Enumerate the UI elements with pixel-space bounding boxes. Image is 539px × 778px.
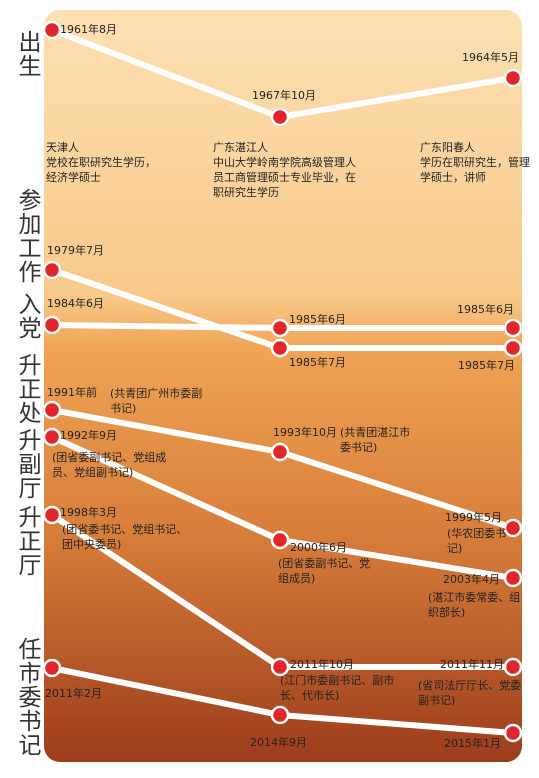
milestone-date: 1985年7月 <box>289 356 346 369</box>
milestone-date: 2000年6月 <box>290 541 347 554</box>
milestone-date: 2011年10月 <box>290 658 354 671</box>
milestone-date: 2011年2月 <box>45 687 102 700</box>
milestone-dot <box>503 68 523 88</box>
milestone-date: 1992年9月 <box>60 429 117 442</box>
milestone-dot <box>503 518 523 538</box>
person-bio: 广东阳春人 学历在职研究生，管理学硕士，讲师 <box>420 141 530 184</box>
milestone-date: 1991年前 <box>47 386 97 399</box>
milestone-date: 2011年11月 <box>440 658 504 671</box>
milestone-dot <box>42 505 62 525</box>
stage-label: 参加工作 <box>14 188 40 284</box>
milestone-date: 1967年10月 <box>252 89 316 102</box>
milestone-dot <box>503 657 523 677</box>
person-bio: 广东湛江人 中山大学岭南学院高级管理人员工商管理硕士专业毕业，在职研究生学历 <box>213 141 356 199</box>
milestone-dot <box>42 400 62 420</box>
milestone-dot <box>42 260 62 280</box>
stage-label: 入党 <box>14 292 40 340</box>
milestone-dot <box>503 723 523 743</box>
milestone-date: 1985年6月 <box>289 313 346 326</box>
milestone-note: (团省委副书记、党组成员) <box>278 557 371 585</box>
milestone-date: 1993年10月 <box>273 426 337 439</box>
milestone-date: 1979年7月 <box>47 244 104 257</box>
milestone-date: 2014年9月 <box>250 736 307 749</box>
milestone-note: (共青团湛江市委书记) <box>340 426 411 454</box>
stage-label: 升正处 <box>14 353 40 425</box>
milestone-date: 1964年5月 <box>462 51 519 64</box>
milestone-dot <box>270 442 290 462</box>
milestone-date: 1998年3月 <box>60 506 117 519</box>
milestone-date: 1961年8月 <box>60 23 117 36</box>
milestone-dot <box>503 338 523 358</box>
milestone-note: (共青团广州市委副书记) <box>110 387 203 415</box>
stage-label: 升正厅 <box>14 505 40 577</box>
milestone-dot <box>270 657 290 677</box>
milestone-note: (湛江市委常委、组织部长) <box>428 591 521 619</box>
milestone-dot <box>42 315 62 335</box>
milestone-dot <box>503 318 523 338</box>
milestone-note: (省司法厅厅长、党委副书记) <box>418 679 522 707</box>
milestone-date: 2015年1月 <box>444 737 501 750</box>
stage-label: 出生 <box>14 30 40 78</box>
milestone-note: (江门市委副书记、副市长、代市长) <box>280 674 395 702</box>
milestone-note: (团省委副书记、党组成员、党组副书记) <box>52 451 167 479</box>
milestone-date: 1984年6月 <box>47 297 104 310</box>
milestone-dot <box>270 530 290 550</box>
panel <box>44 10 522 762</box>
milestone-date: 1999年5月 <box>445 511 502 524</box>
stage-label: 任市委书记 <box>14 637 40 757</box>
milestone-date: 1985年7月 <box>458 359 515 372</box>
milestone-dot <box>270 318 290 338</box>
milestone-date: 2003年4月 <box>443 573 500 586</box>
milestone-dot <box>270 338 290 358</box>
milestone-note: (团省委书记、党组书记、团中央委员) <box>62 523 188 551</box>
milestone-dot <box>503 568 523 588</box>
milestone-dot <box>42 658 62 678</box>
milestone-dot <box>270 705 290 725</box>
stage-label: 升副厅 <box>14 428 40 500</box>
person-bio: 天津人 党校在职研究生学历，经济学硕士 <box>46 141 156 184</box>
milestone-date: 1985年6月 <box>457 303 514 316</box>
milestone-dot <box>42 20 62 40</box>
milestone-dot <box>270 107 290 127</box>
milestone-dot <box>42 427 62 447</box>
milestone-note: (华农团委书记) <box>447 527 507 555</box>
